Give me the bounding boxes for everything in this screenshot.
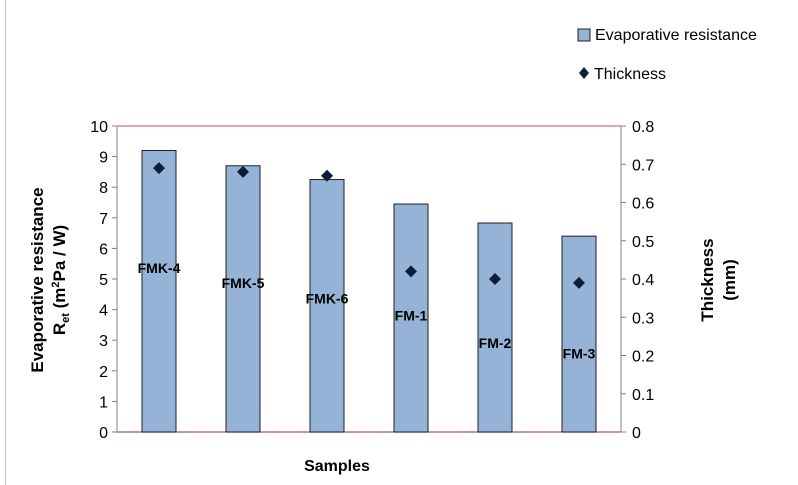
y-tick-label: 10 xyxy=(90,119,108,136)
y-tick-label: 3 xyxy=(99,333,108,350)
y2-tick-label: 0.1 xyxy=(632,387,654,404)
y-axis-title: Evaporative resistance Ret (m2Pa / W) xyxy=(28,187,72,372)
left-axis: 0 1 2 3 4 5 6 7 8 9 10 xyxy=(90,119,117,442)
y-tick-label: 8 xyxy=(99,180,108,197)
y2-tick-label: 0.3 xyxy=(632,310,654,327)
category-label-fm-3: FM-3 xyxy=(563,346,596,362)
y-tick-label: 5 xyxy=(99,272,108,289)
bar-fmk-4 xyxy=(141,149,177,433)
y2-tick-label: 0.2 xyxy=(632,349,654,366)
y2-tick-label: 0.8 xyxy=(632,119,654,136)
thickness-point-fm-3 xyxy=(573,276,585,289)
category-label-fmk-4: FMK-4 xyxy=(138,260,181,276)
bar-fm-2 xyxy=(477,222,513,433)
plot-area xyxy=(116,125,622,433)
thickness-point-fm-1 xyxy=(405,265,417,278)
thickness-point-fmk-5 xyxy=(237,165,249,178)
category-labels: FMK-4 FMK-5 FMK-6 FM-1 FM-2 FM-3 xyxy=(138,260,596,362)
y-axis-symbol: R xyxy=(50,323,69,335)
y2-axis-title-line1: Thickness xyxy=(698,238,717,321)
category-label-fmk-5: FMK-5 xyxy=(222,275,265,291)
y-tick-label: 0 xyxy=(99,425,108,442)
thickness-point-fmk-4 xyxy=(153,162,165,175)
y2-tick-label: 0 xyxy=(632,425,641,442)
bar-fmk-5 xyxy=(225,165,261,433)
y-axis-superscript: 2 xyxy=(50,281,62,287)
bar-series xyxy=(141,149,597,433)
y2-axis-title: Thickness (mm) xyxy=(698,238,739,321)
y2-tick-label: 0.7 xyxy=(632,157,654,174)
y2-tick-label: 0.4 xyxy=(632,272,654,289)
y-axis-unit-close: Pa / W) xyxy=(50,225,69,282)
legend-label-thickness: Thickness xyxy=(594,66,666,83)
legend-swatch-evaporative xyxy=(577,28,591,42)
thickness-point-fm-2 xyxy=(489,273,501,285)
category-label-fm-1: FM-1 xyxy=(395,307,428,323)
category-label-fm-2: FM-2 xyxy=(479,335,512,351)
right-axis: 0 0.1 0.2 0.3 0.4 0.5 0.6 0.7 0.8 xyxy=(621,119,654,442)
y-tick-label: 9 xyxy=(99,150,108,167)
bar-fm-3 xyxy=(561,235,597,433)
y-tick-label: 6 xyxy=(99,241,108,258)
x-axis-title: Samples xyxy=(304,458,370,475)
legend: Evaporative resistance Thickness xyxy=(577,27,757,83)
y2-tick-label: 0.5 xyxy=(632,234,654,251)
y-tick-label: 1 xyxy=(99,394,108,411)
y2-tick-label: 0.6 xyxy=(632,196,654,213)
y-axis-title-line2: Ret (m2Pa / W) xyxy=(50,225,72,335)
thickness-point-fmk-6 xyxy=(321,169,333,182)
thickness-series xyxy=(153,162,585,289)
y-axis-subscript: et xyxy=(60,313,72,323)
y-tick-label: 2 xyxy=(99,364,108,381)
y-tick-label: 7 xyxy=(99,211,108,228)
y-axis-title-line1: Evaporative resistance xyxy=(28,187,47,372)
bar-fm-1 xyxy=(393,203,429,433)
y-axis-unit-open: (m xyxy=(50,288,69,314)
legend-marker-thickness xyxy=(579,67,589,79)
category-label-fmk-6: FMK-6 xyxy=(306,290,349,306)
legend-label-evaporative: Evaporative resistance xyxy=(595,27,757,44)
y2-axis-title-line2: (mm) xyxy=(720,259,739,301)
y-tick-label: 4 xyxy=(99,303,108,320)
